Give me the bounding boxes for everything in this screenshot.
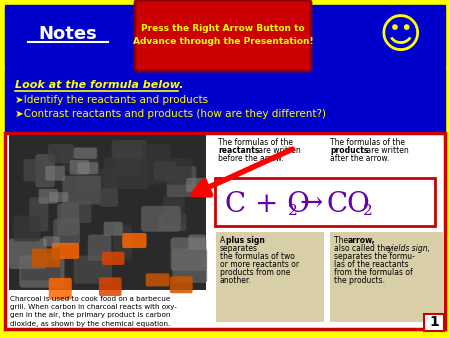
- FancyBboxPatch shape: [23, 159, 43, 182]
- FancyBboxPatch shape: [74, 148, 97, 159]
- FancyBboxPatch shape: [29, 197, 48, 232]
- FancyBboxPatch shape: [330, 232, 443, 322]
- FancyBboxPatch shape: [167, 166, 196, 197]
- Text: ➤Identify the reactants and products: ➤Identify the reactants and products: [15, 95, 208, 105]
- Text: →: →: [299, 191, 322, 217]
- FancyBboxPatch shape: [215, 178, 435, 226]
- Text: 2: 2: [288, 204, 298, 218]
- Text: plus sign: plus sign: [226, 236, 265, 245]
- FancyBboxPatch shape: [115, 152, 141, 175]
- FancyBboxPatch shape: [35, 154, 55, 187]
- Text: from the formulas of: from the formulas of: [334, 268, 413, 277]
- Text: the formulas of two: the formulas of two: [220, 252, 295, 261]
- FancyBboxPatch shape: [19, 256, 64, 288]
- Text: before the arrow.: before the arrow.: [218, 154, 284, 163]
- Text: ➤Contrast reactants and products (how are they different?): ➤Contrast reactants and products (how ar…: [15, 109, 326, 119]
- Text: Press the Right Arrow Button to
Advance through the Presentation!: Press the Right Arrow Button to Advance …: [133, 24, 313, 46]
- Text: also called the: also called the: [334, 244, 392, 253]
- FancyBboxPatch shape: [163, 194, 184, 225]
- FancyBboxPatch shape: [52, 243, 79, 259]
- FancyBboxPatch shape: [216, 232, 324, 322]
- FancyBboxPatch shape: [104, 158, 149, 189]
- FancyBboxPatch shape: [14, 215, 40, 242]
- Text: the products.: the products.: [334, 276, 385, 285]
- FancyBboxPatch shape: [53, 219, 80, 245]
- FancyBboxPatch shape: [112, 140, 147, 159]
- FancyBboxPatch shape: [63, 176, 101, 204]
- FancyBboxPatch shape: [61, 201, 91, 223]
- Text: separates the formu-: separates the formu-: [334, 252, 415, 261]
- FancyBboxPatch shape: [39, 189, 58, 204]
- FancyBboxPatch shape: [70, 160, 90, 174]
- FancyBboxPatch shape: [32, 248, 60, 267]
- FancyBboxPatch shape: [45, 166, 65, 180]
- FancyBboxPatch shape: [61, 146, 99, 171]
- FancyBboxPatch shape: [189, 235, 206, 249]
- Text: are written: are written: [256, 146, 301, 155]
- Text: Notes: Notes: [39, 25, 97, 43]
- Text: yields sign,: yields sign,: [387, 244, 430, 253]
- FancyBboxPatch shape: [99, 277, 122, 296]
- Text: The: The: [334, 236, 351, 245]
- FancyBboxPatch shape: [172, 248, 207, 283]
- Text: are written: are written: [364, 146, 409, 155]
- Text: Look at the formula below.: Look at the formula below.: [15, 80, 184, 90]
- FancyBboxPatch shape: [5, 5, 445, 67]
- FancyBboxPatch shape: [49, 278, 72, 300]
- FancyBboxPatch shape: [99, 189, 118, 207]
- FancyBboxPatch shape: [171, 237, 207, 271]
- Text: products from one: products from one: [220, 268, 290, 277]
- FancyBboxPatch shape: [76, 169, 117, 192]
- FancyBboxPatch shape: [9, 135, 206, 290]
- FancyBboxPatch shape: [9, 238, 47, 269]
- Text: Charcoal is used to cook food on a barbecue
grill. When carbon in charcoal react: Charcoal is used to cook food on a barbe…: [10, 296, 177, 327]
- FancyBboxPatch shape: [88, 235, 112, 261]
- FancyBboxPatch shape: [141, 206, 181, 232]
- FancyBboxPatch shape: [170, 276, 193, 293]
- FancyBboxPatch shape: [186, 178, 207, 192]
- Text: ☺: ☺: [378, 15, 422, 57]
- FancyBboxPatch shape: [73, 256, 112, 284]
- Text: after the arrow.: after the arrow.: [330, 154, 389, 163]
- FancyBboxPatch shape: [5, 133, 445, 329]
- FancyBboxPatch shape: [102, 252, 124, 265]
- FancyBboxPatch shape: [49, 192, 68, 202]
- FancyBboxPatch shape: [57, 203, 79, 236]
- Text: products: products: [330, 146, 369, 155]
- FancyBboxPatch shape: [154, 161, 177, 181]
- Text: 1: 1: [429, 315, 439, 329]
- Text: las of the reactants: las of the reactants: [334, 260, 409, 269]
- Text: The formulas of the: The formulas of the: [218, 138, 293, 147]
- FancyBboxPatch shape: [424, 314, 444, 331]
- FancyBboxPatch shape: [5, 68, 445, 131]
- FancyBboxPatch shape: [48, 144, 74, 163]
- FancyBboxPatch shape: [104, 222, 123, 236]
- Text: another.: another.: [220, 276, 252, 285]
- FancyBboxPatch shape: [159, 214, 186, 231]
- FancyBboxPatch shape: [43, 236, 60, 246]
- Text: arrow,: arrow,: [348, 236, 375, 245]
- Text: reactants: reactants: [218, 146, 259, 155]
- FancyBboxPatch shape: [113, 225, 132, 260]
- FancyBboxPatch shape: [122, 233, 147, 248]
- Text: The formulas of the: The formulas of the: [330, 138, 405, 147]
- Text: CO: CO: [327, 191, 371, 217]
- FancyBboxPatch shape: [21, 260, 61, 280]
- FancyBboxPatch shape: [148, 158, 192, 185]
- Text: A: A: [220, 236, 228, 245]
- Text: or more reactants or: or more reactants or: [220, 260, 299, 269]
- FancyBboxPatch shape: [135, 0, 311, 71]
- Text: C + O: C + O: [225, 191, 310, 217]
- FancyBboxPatch shape: [146, 273, 170, 286]
- Text: 2: 2: [363, 204, 373, 218]
- FancyBboxPatch shape: [77, 162, 99, 174]
- FancyBboxPatch shape: [143, 143, 171, 162]
- Text: separates: separates: [220, 244, 258, 253]
